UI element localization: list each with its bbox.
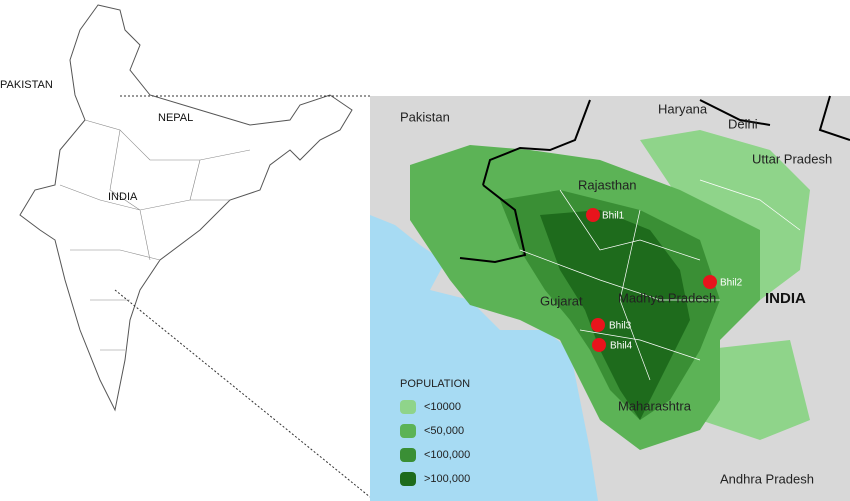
region-light xyxy=(700,340,810,440)
legend-label: >100,000 xyxy=(424,473,470,485)
legend-swatch xyxy=(400,448,416,462)
site-label: Bhil2 xyxy=(720,278,743,289)
country-label: INDIA xyxy=(765,290,806,307)
state-borders xyxy=(59,119,251,351)
zoom-line xyxy=(114,289,371,498)
legend-swatch xyxy=(400,472,416,486)
state-border xyxy=(459,95,850,264)
site-marker xyxy=(591,318,605,332)
site-marker xyxy=(592,338,606,352)
country-label: NEPAL xyxy=(158,112,193,124)
region-label: Madhya Pradesh xyxy=(618,290,716,305)
region-label: Gujarat xyxy=(540,293,583,308)
site-label: Bhil3 xyxy=(609,321,632,332)
region-label: Delhi xyxy=(728,116,758,131)
country-label: INDIA xyxy=(108,191,138,203)
detail-map xyxy=(370,95,850,501)
legend-label: <50,000 xyxy=(424,425,464,437)
region-label: Maharashtra xyxy=(618,398,692,413)
legend-title: POPULATION xyxy=(400,378,470,390)
district-borders xyxy=(519,179,801,381)
site-marker xyxy=(586,208,600,222)
region-label: Haryana xyxy=(658,101,708,116)
sea xyxy=(370,215,598,501)
region-darkest xyxy=(540,210,690,420)
country-label: PAKISTAN xyxy=(0,79,53,91)
site-label: Bhil1 xyxy=(602,211,625,222)
region-label: Pakistan xyxy=(400,109,450,124)
india-outline xyxy=(19,4,353,412)
legend: POPULATION <10000 <50,000 <100,000 >100,000 xyxy=(400,378,470,486)
region-label: Andhra Pradesh xyxy=(720,471,814,486)
region-label: Rajasthan xyxy=(578,177,637,192)
legend-swatch xyxy=(400,424,416,438)
site-label: Bhil4 xyxy=(610,341,633,352)
region-label: Uttar Pradesh xyxy=(752,151,832,166)
legend-swatch xyxy=(400,400,416,414)
legend-label: <100,000 xyxy=(424,449,470,461)
site-marker xyxy=(703,275,717,289)
legend-label: <10000 xyxy=(424,401,461,413)
